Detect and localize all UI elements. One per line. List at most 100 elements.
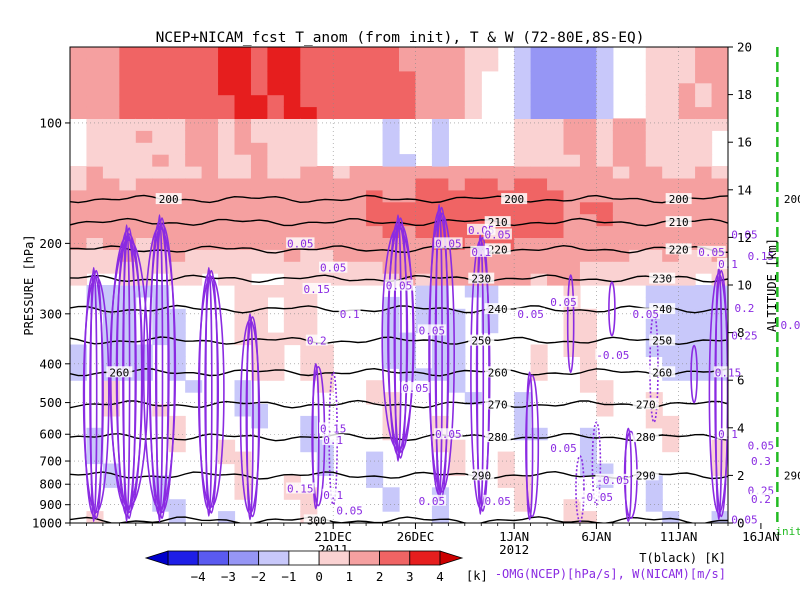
anomaly-cell [547, 130, 565, 143]
anomaly-cell [234, 58, 252, 72]
motion-label-bg [730, 228, 759, 240]
anomaly-cell [662, 356, 680, 369]
anomaly-cell [645, 82, 663, 96]
anomaly-cell [152, 166, 170, 179]
anomaly-cell [481, 189, 499, 203]
anomaly-cell [168, 273, 186, 286]
anomaly-cell [283, 308, 301, 322]
motion-label-bg [322, 488, 345, 500]
anomaly-cell [695, 177, 713, 191]
anomaly-cell [695, 130, 713, 143]
anomaly-cell [415, 58, 433, 72]
anomaly-cell [152, 201, 170, 215]
anomaly-cell [349, 213, 367, 227]
motion-label-bg [631, 307, 660, 319]
anomaly-cell [662, 70, 680, 84]
anomaly-cell [563, 499, 581, 512]
anomaly-cell [70, 166, 88, 179]
anomaly-cell [612, 189, 630, 203]
anomaly-cell [250, 344, 268, 357]
anomaly-cell [481, 285, 499, 298]
anomaly-cell [431, 82, 449, 96]
motion-label-bg [595, 348, 631, 360]
anomaly-cell [382, 106, 400, 119]
anomaly-cell [168, 177, 186, 191]
anomaly-cell [135, 70, 153, 84]
anomaly-cell [316, 213, 334, 227]
colorbar-tick-label: 0 [315, 569, 323, 584]
motion-label: 0.05 [484, 228, 511, 241]
anomaly-cell [695, 225, 713, 238]
motion-label: 0.05 [550, 442, 577, 455]
anomaly-cell [678, 82, 696, 96]
anomaly-cell [678, 320, 696, 334]
anomaly-cell [514, 70, 532, 84]
anomaly-cell [514, 177, 532, 191]
anomaly-cell [695, 142, 713, 155]
anomaly-cell [300, 296, 318, 310]
anomaly-cell [119, 166, 137, 179]
anomaly-cell [218, 154, 236, 167]
anomaly-cell [415, 308, 433, 322]
anomaly-cell [283, 82, 301, 96]
anomaly-cell [695, 296, 713, 310]
anomaly-cell [579, 439, 597, 453]
anomaly-cell [596, 261, 614, 274]
anomaly-cell [579, 94, 597, 108]
anomaly-cell [579, 344, 597, 357]
anomaly-cell [464, 94, 482, 108]
motion-label-bg [516, 307, 545, 319]
motion-label-bg [286, 237, 315, 249]
anomaly-cell [267, 70, 285, 84]
anomaly-cell [234, 82, 252, 96]
anomaly-cell [399, 70, 417, 84]
anomaly-cell [612, 261, 630, 274]
anomaly-cell [547, 106, 565, 119]
temperature-label-bg [665, 243, 692, 255]
anomaly-cell [514, 82, 532, 96]
anomaly-cell [218, 47, 236, 60]
anomaly-cell [596, 130, 614, 143]
motion-label-bg [746, 439, 776, 451]
anomaly-cell [201, 82, 219, 96]
pressure-tick-label: 100 [39, 115, 62, 130]
anomaly-cell [300, 415, 318, 429]
anomaly-cell [168, 439, 186, 453]
time-tick-label: 11JAN [660, 529, 698, 544]
anomaly-cell [349, 189, 367, 203]
anomaly-cell [596, 58, 614, 72]
temperature-label-bg [632, 469, 659, 481]
anomaly-cell [316, 356, 334, 369]
anomaly-cell [267, 356, 285, 369]
temperature-contour [70, 304, 728, 314]
anomaly-cell [596, 70, 614, 84]
anomaly-cell [530, 154, 548, 167]
vertical-motion-contour [566, 274, 575, 374]
anomaly-cell [300, 70, 318, 84]
anomaly-cell [382, 118, 400, 131]
anomaly-cell [267, 261, 285, 274]
anomaly-cell [152, 142, 170, 155]
anomaly-cell [448, 70, 466, 84]
anomaly-cell [382, 154, 400, 167]
anomaly-cell [563, 225, 581, 238]
anomaly-cell [283, 47, 301, 60]
anomaly-cell [86, 166, 104, 179]
anomaly-cell [629, 166, 647, 179]
anomaly-cell [119, 177, 137, 191]
anomaly-cell [431, 201, 449, 215]
vertical-motion-contour [82, 275, 110, 514]
anomaly-cell [579, 261, 597, 274]
anomaly-cell [382, 308, 400, 322]
anomaly-cell [300, 261, 318, 274]
anomaly-cell [596, 94, 614, 108]
anomaly-cell [662, 166, 680, 179]
anomaly-cell [579, 166, 597, 179]
anomaly-cell [612, 225, 630, 238]
temperature-contour [70, 399, 728, 409]
anomaly-cell [70, 189, 88, 203]
anomaly-cell [563, 118, 581, 131]
anomaly-cell [629, 201, 647, 215]
anomaly-cell [563, 94, 581, 108]
anomaly-cell [185, 94, 203, 108]
